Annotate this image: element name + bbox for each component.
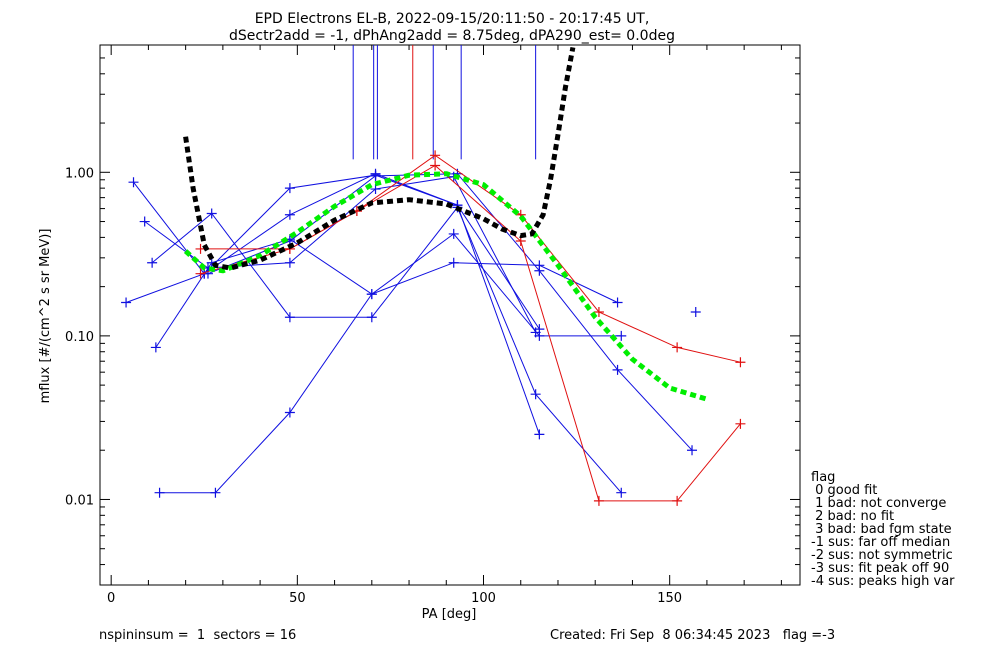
data-point	[612, 364, 623, 375]
data-point	[448, 228, 459, 239]
legend-item: 2 bad: no fit	[811, 509, 894, 524]
data-point	[534, 265, 545, 276]
data-point	[612, 297, 623, 308]
series-line	[151, 206, 622, 494]
y-tick-label: 1.00	[65, 166, 94, 181]
legend-item: -4 sus: peaks high var	[811, 574, 955, 589]
data-point	[139, 216, 150, 227]
data-point	[672, 495, 683, 506]
series-line	[207, 173, 693, 451]
legend: flag 0 good fit 1 bad: not converge 2 ba…	[811, 470, 955, 589]
data-point	[150, 342, 161, 353]
footer-right: Created: Fri Sep 8 06:34:45 2023 flag =-…	[550, 628, 835, 643]
legend-item: 1 bad: not converge	[811, 496, 946, 511]
legend-item: 3 bad: bad fgm state	[811, 522, 952, 537]
data-point	[687, 445, 698, 456]
x-tick-label: 150	[657, 591, 682, 606]
y-axis-label: mflux [#/(cm^2 s sr MeV)]	[38, 229, 53, 404]
plot-frame	[99, 44, 801, 586]
data-point	[735, 418, 746, 429]
data-point	[284, 257, 295, 268]
series-line	[125, 173, 540, 435]
x-axis-label: PA [deg]	[422, 607, 477, 622]
footer-left: nspininsum = 1 sectors = 16	[99, 628, 296, 643]
x-tick-label: 0	[107, 591, 115, 606]
legend-item: -1 sus: far off median	[811, 535, 950, 550]
x-tick-label: 100	[471, 591, 496, 606]
series-line	[200, 154, 741, 363]
data-point	[195, 268, 206, 279]
legend-title: flag	[811, 470, 835, 485]
data-point	[593, 306, 604, 317]
legend-item: -2 sus: not symmetric	[811, 548, 953, 563]
data-point	[154, 487, 165, 498]
data-point	[430, 160, 441, 171]
legend-item: -3 sus: fit peak off 90	[811, 561, 949, 576]
data-point	[448, 257, 459, 268]
data-point	[616, 487, 627, 498]
x-tick-label: 50	[289, 591, 306, 606]
y-tick-label: 0.10	[65, 330, 94, 345]
chart-subtitle: dSectr2add = -1, dPhAng2add = 8.75deg, d…	[229, 28, 675, 44]
series-line	[200, 164, 741, 502]
data-point	[284, 209, 295, 220]
data-point	[534, 330, 545, 341]
data-point	[284, 312, 295, 323]
data-point	[530, 389, 541, 400]
data-point	[206, 208, 217, 219]
green-fit-curve	[183, 171, 708, 402]
data-point	[690, 306, 701, 317]
data-point	[284, 183, 295, 194]
data-point	[430, 150, 441, 161]
y-tick-label: 0.01	[65, 493, 94, 508]
series-line	[159, 233, 622, 494]
data-point	[370, 184, 381, 195]
data-point	[121, 297, 132, 308]
data-point	[366, 312, 377, 323]
plot-area: 0 50 100 150 0.01 0.10 1.00	[65, 44, 801, 606]
legend-item: 0 good fit	[811, 483, 877, 498]
data-point	[593, 495, 604, 506]
data-point	[128, 177, 139, 188]
chart-title: EPD Electrons EL-B, 2022-09-15/20:11:50 …	[255, 11, 650, 27]
black-fit-curve	[183, 46, 576, 271]
data-point	[147, 257, 158, 268]
data-point	[210, 487, 221, 498]
data-point	[284, 407, 295, 418]
data-point	[672, 342, 683, 353]
data-point	[735, 357, 746, 368]
data-point	[616, 330, 627, 341]
data-point	[534, 429, 545, 440]
data-point	[366, 289, 377, 300]
data-point	[370, 170, 381, 181]
